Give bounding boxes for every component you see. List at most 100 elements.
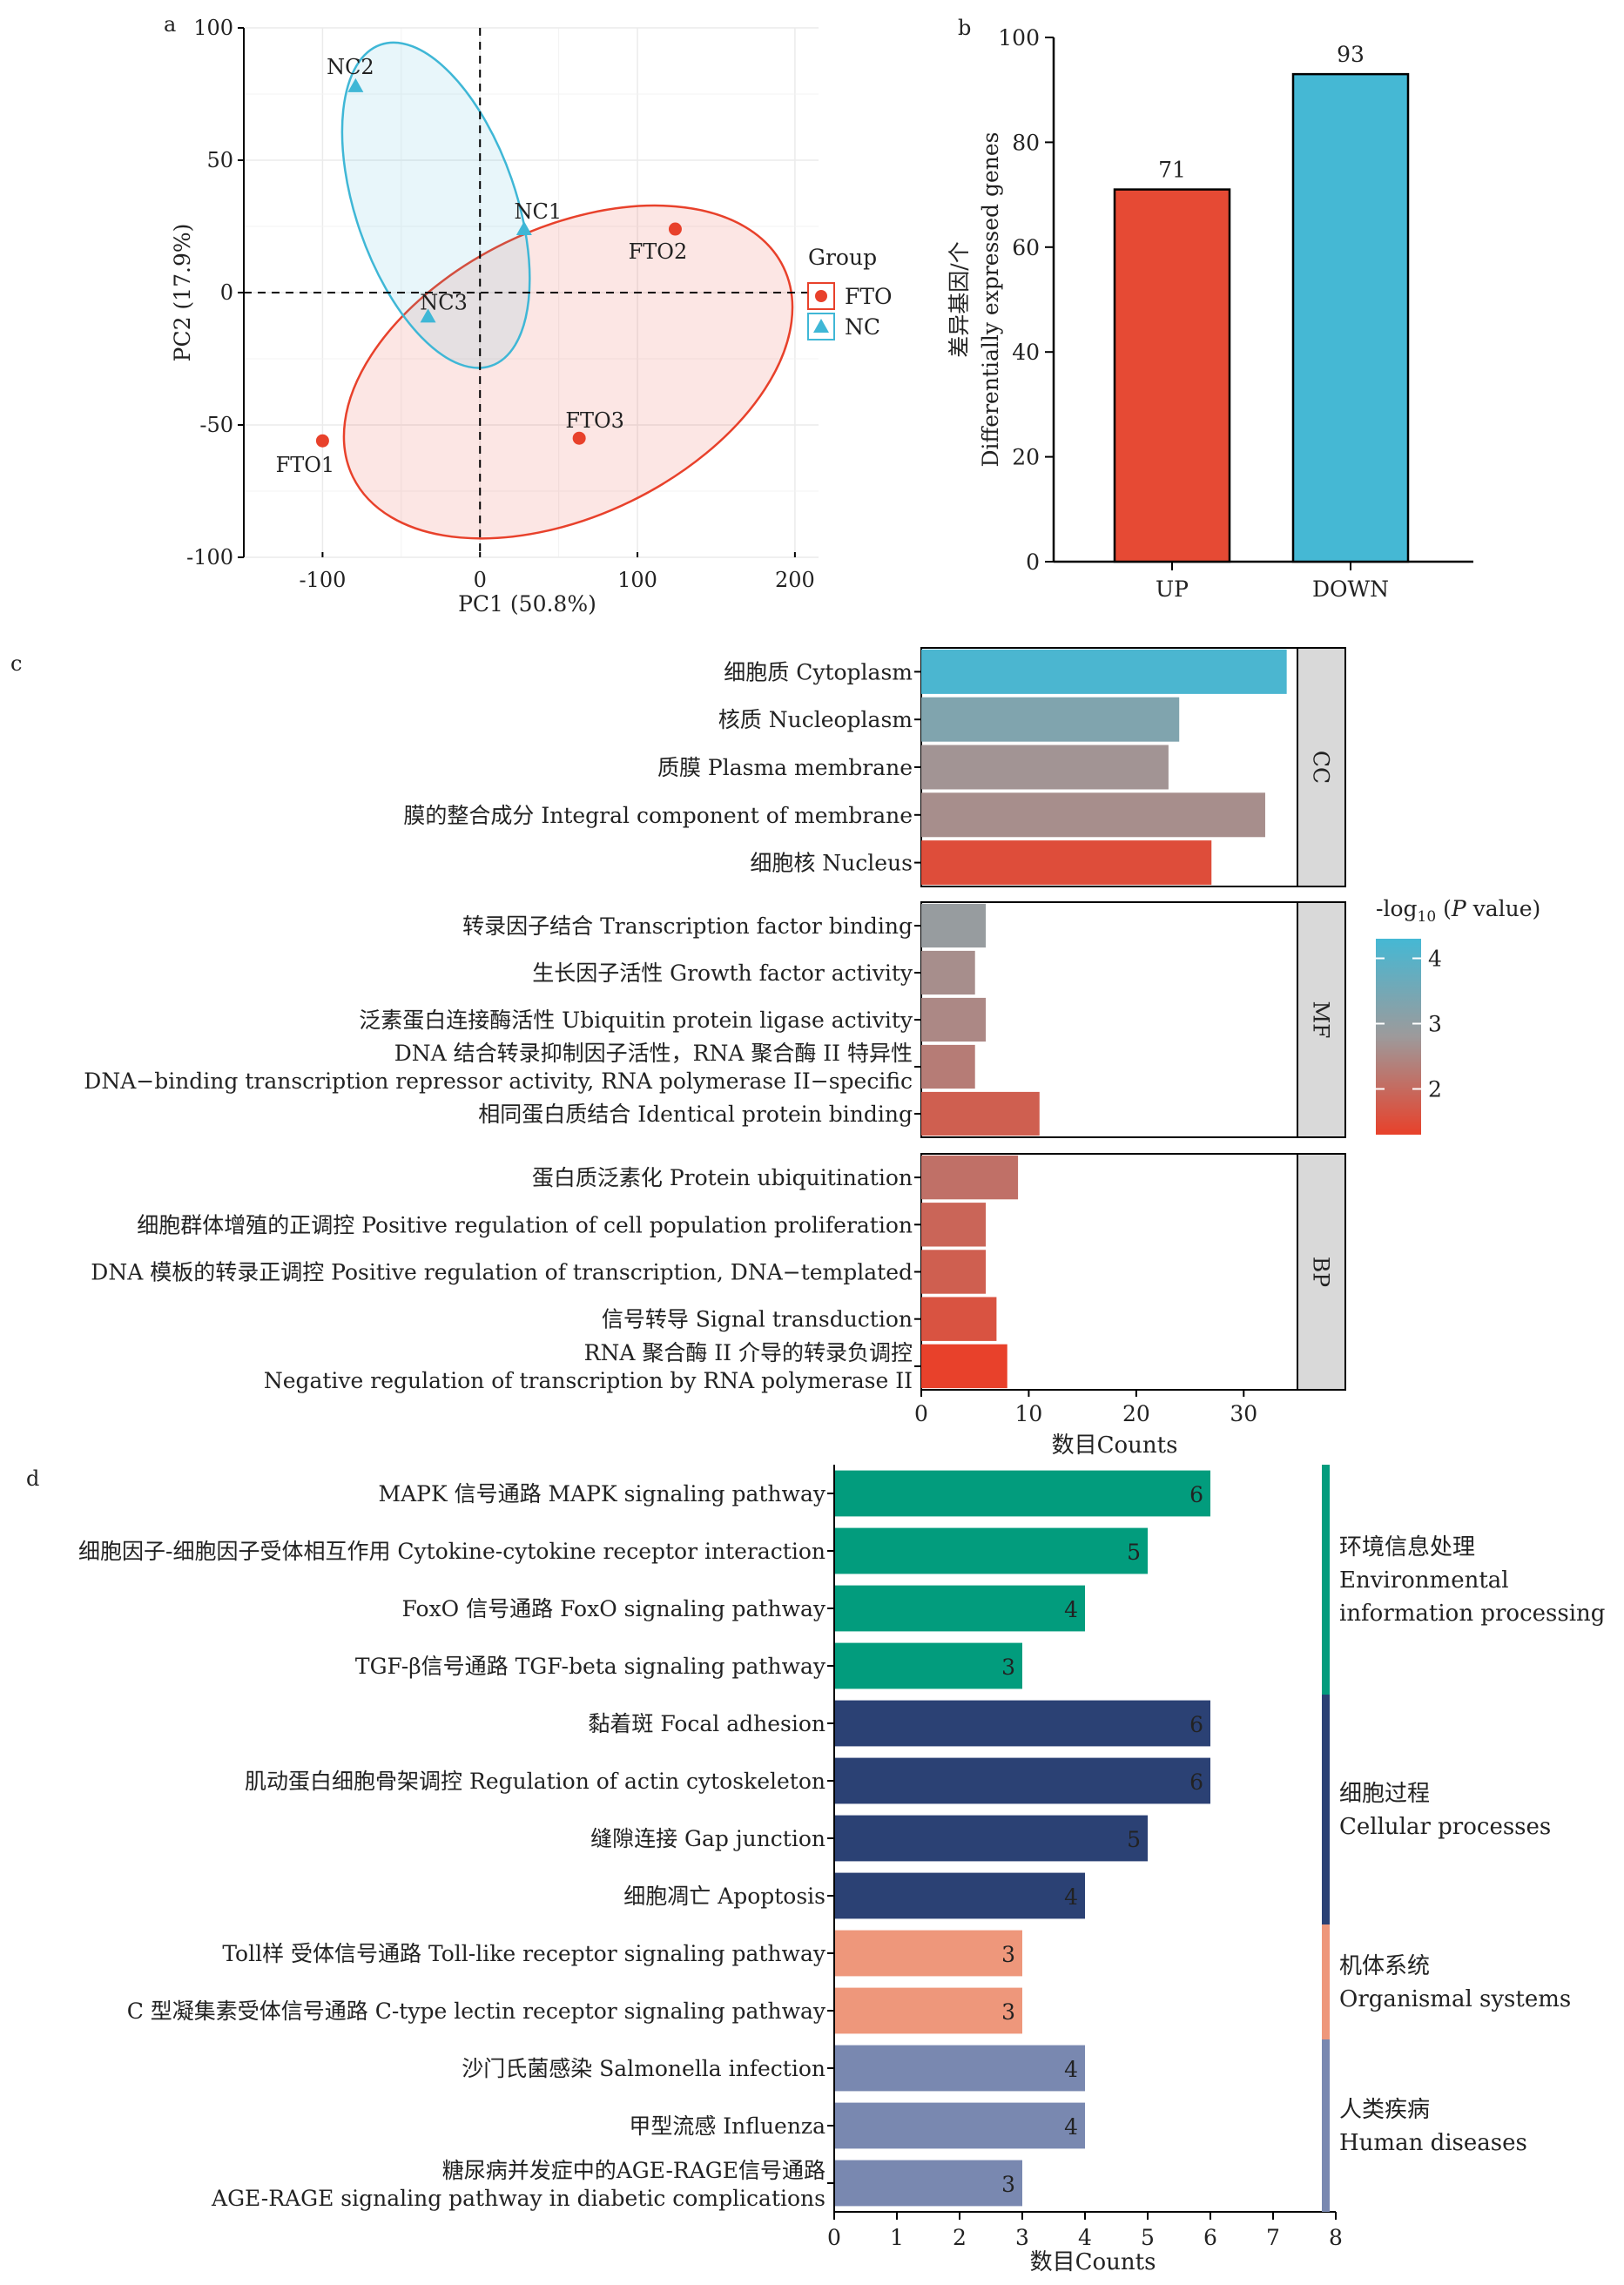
x-tick-label: 7 <box>1266 2225 1280 2250</box>
x-tick-label: 200 <box>775 568 815 592</box>
pathway-label-line1: 糖尿病并发症中的AGE-RAGE信号通路 <box>442 2158 825 2183</box>
go-term-label-line1: RNA 聚合酶 II 介导的转录负调控 <box>584 1340 913 1365</box>
pathway-bar <box>834 2102 1085 2149</box>
category-label: 环境信息处理 <box>1339 1534 1475 1560</box>
go-term-bar <box>921 1203 987 1247</box>
x-tick-label: 10 <box>1015 1401 1043 1426</box>
y-axis-title: PC2 (17.9%) <box>170 224 195 362</box>
go-term-label: DNA 模板的转录正调控 Positive regulation of tran… <box>91 1260 913 1285</box>
category-label: information processing <box>1339 1601 1605 1627</box>
bar-count-label: 3 <box>1001 1942 1015 1967</box>
panel-d-kegg-enrichment-chart: d 6 MAPK 信号通路 MAPK signaling pathway 5 细胞因子-… <box>26 1465 1605 2275</box>
go-term-label: 细胞质 Cytoplasm <box>724 659 913 684</box>
x-tick-label: 4 <box>1078 2225 1092 2250</box>
go-term-label-line2: Negative regulation of transcription by … <box>264 1368 913 1393</box>
x-tick-label: 30 <box>1230 1401 1257 1426</box>
go-term-bar <box>921 903 987 948</box>
pathway-bar <box>834 1815 1148 1862</box>
pathway-bar <box>834 1930 1022 1977</box>
bar-count-label: 6 <box>1189 1769 1203 1795</box>
facet-strip <box>1297 901 1346 1138</box>
facet-strip-label: BP <box>1309 1257 1334 1287</box>
y-tick-label: 60 <box>1012 235 1040 260</box>
x-tick-label: 0 <box>827 2225 841 2250</box>
nc-confidence-ellipse <box>340 41 531 369</box>
y-tick-label: -100 <box>186 545 233 570</box>
bar-count-label: 6 <box>1189 1482 1203 1507</box>
pathway-bar <box>834 1527 1148 1574</box>
x-tick-label: DOWN <box>1312 576 1389 602</box>
x-tick-label: 0 <box>914 1401 928 1426</box>
go-term-label: 质膜 Plasma membrane <box>657 755 913 780</box>
go-term-label: 相同蛋白质结合 Identical protein binding <box>478 1102 913 1127</box>
bar-count-label: 5 <box>1127 1827 1141 1852</box>
x-tick-label: 100 <box>617 568 657 592</box>
x-tick-label: 8 <box>1329 2225 1343 2250</box>
point-label: NC1 <box>515 199 563 224</box>
y-axis-title-cn: 差异基因/个 <box>947 241 972 357</box>
category-label: 机体系统 <box>1339 1953 1430 1979</box>
pathway-label: 缝隙连接 Gap junction <box>590 1826 825 1851</box>
category-strip <box>1322 1465 1330 1695</box>
y-tick-label: -50 <box>199 413 233 437</box>
x-tick-label: 6 <box>1203 2225 1217 2250</box>
colorbar <box>1376 939 1421 1135</box>
pathway-label: FoxO 信号通路 FoxO signaling pathway <box>402 1596 826 1621</box>
pathway-bar <box>834 2045 1085 2092</box>
bar-count-label: 4 <box>1064 1597 1078 1622</box>
y-tick-label: 50 <box>206 148 233 172</box>
pathway-bar <box>834 1585 1085 1632</box>
go-term-bar <box>921 1044 975 1089</box>
go-term-label-line2: DNA−binding transcription repressor acti… <box>84 1068 913 1094</box>
point-label: NC2 <box>327 55 374 79</box>
panel-a-pca-plot: a -100 -50 0 50 100 -100 0 100 200 PC1 (50.8%) PC2 … <box>164 12 893 617</box>
pathway-label: 沙门氏菌感染 Salmonella infection <box>462 2056 825 2081</box>
facet-strip <box>1297 1153 1346 1391</box>
nc-point <box>420 308 436 323</box>
pathway-label: 甲型流感 Influenza <box>629 2113 825 2139</box>
legend-label: FTO <box>845 284 893 309</box>
x-axis-title: PC1 (50.8%) <box>458 591 596 617</box>
go-term-bar <box>921 1250 987 1294</box>
category-label: Environmental <box>1339 1567 1509 1594</box>
x-tick-label: 5 <box>1141 2225 1155 2250</box>
panel-label-d: d <box>26 1466 39 1491</box>
pathway-bar <box>834 1757 1210 1804</box>
go-term-label: 膜的整合成分 Integral component of membrane <box>403 803 913 828</box>
pathway-bar <box>834 1700 1210 1747</box>
bar-count-label: 4 <box>1064 1884 1078 1910</box>
legend-marker-triangle <box>813 319 829 333</box>
go-term-label-line1: DNA 结合转录抑制因子活性，RNA 聚合酶 II 特异性 <box>394 1041 913 1066</box>
panel-label-a: a <box>164 12 176 37</box>
go-term-label: 转录因子结合 Transcription factor binding <box>462 913 913 939</box>
y-tick-label: 100 <box>998 25 1040 51</box>
y-axis-title-en: Differentially expressed genes <box>978 131 1003 467</box>
point-label: FTO2 <box>629 239 688 264</box>
go-term-bar <box>921 1155 1019 1200</box>
point-label: FTO3 <box>565 408 624 433</box>
go-term-bar <box>921 997 987 1042</box>
colorbar-tick-label: 2 <box>1428 1077 1442 1102</box>
pathway-label: 细胞凋亡 Apoptosis <box>623 1884 825 1909</box>
x-axis-title: 数目Counts <box>1052 1432 1178 1459</box>
pathway-bar <box>834 2160 1022 2207</box>
category-label: Organismal systems <box>1339 1986 1571 2012</box>
go-term-label: 蛋白质泛素化 Protein ubiquitination <box>532 1165 913 1190</box>
fto-confidence-ellipse <box>342 204 794 540</box>
facet-strip-label: CC <box>1309 751 1334 784</box>
bar-count-label: 3 <box>1001 2172 1015 2197</box>
y-tick-label: 80 <box>1012 130 1040 155</box>
pathway-label: 肌动蛋白细胞骨架调控 Regulation of actin cytoskele… <box>245 1769 825 1794</box>
colorbar-title: -log10 (P value) <box>1376 896 1540 926</box>
panel-c-go-enrichment-chart: c CC 细胞质 Cytoplasm 核质 Nucleoplasm 质膜 Plasma … <box>10 647 1540 1459</box>
go-term-bar <box>921 840 1212 886</box>
go-term-bar <box>921 1344 1007 1389</box>
go-term-bar <box>921 649 1287 694</box>
pathway-label: Toll样 受体信号通路 Toll-like receptor signalin… <box>222 1941 826 1966</box>
go-term-label: 细胞核 Nucleus <box>750 851 913 876</box>
category-label: Human diseases <box>1339 2130 1527 2156</box>
fto-point <box>572 431 586 445</box>
go-term-bar <box>921 1091 1040 1136</box>
go-term-bar <box>921 745 1169 790</box>
